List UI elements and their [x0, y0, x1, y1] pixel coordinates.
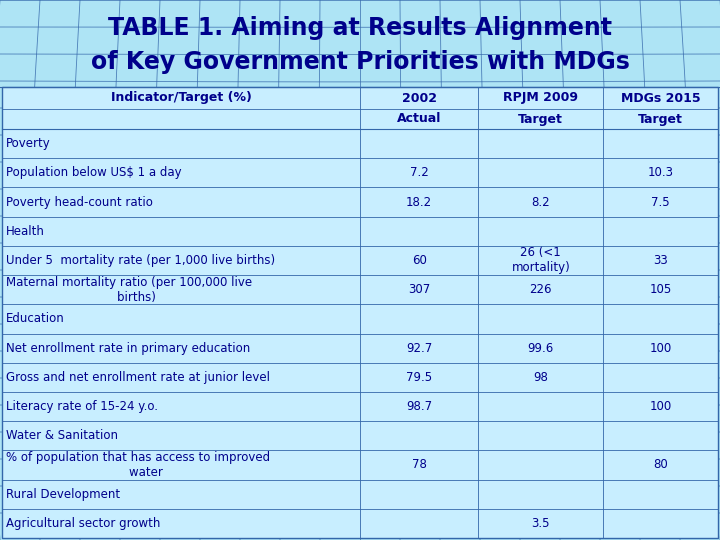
Text: 26 (<1
mortality): 26 (<1 mortality)	[511, 246, 570, 274]
Bar	[2, 509, 718, 538]
Text: TABLE 1. Aiming at Results Alignment: TABLE 1. Aiming at Results Alignment	[108, 16, 612, 40]
Bar	[2, 158, 718, 187]
Text: 8.2: 8.2	[531, 195, 550, 208]
Text: 92.7: 92.7	[406, 342, 432, 355]
Bar	[2, 129, 718, 158]
Text: Gross and net enrollment rate at junior level: Gross and net enrollment rate at junior …	[6, 371, 270, 384]
Bar	[2, 392, 718, 421]
Text: Rural Development: Rural Development	[6, 488, 120, 501]
Text: 307: 307	[408, 283, 430, 296]
Bar	[2, 334, 718, 363]
Text: MDGs 2015: MDGs 2015	[621, 91, 701, 105]
Bar	[2, 87, 718, 129]
Text: Agricultural sector growth: Agricultural sector growth	[6, 517, 161, 530]
Bar	[2, 246, 718, 275]
Text: 18.2: 18.2	[406, 195, 432, 208]
Text: 100: 100	[649, 400, 672, 413]
Text: Literacy rate of 15-24 y.o.: Literacy rate of 15-24 y.o.	[6, 400, 158, 413]
Text: 79.5: 79.5	[406, 371, 432, 384]
Text: Water & Sanitation: Water & Sanitation	[6, 429, 118, 442]
Bar	[2, 87, 718, 538]
Text: 60: 60	[412, 254, 426, 267]
Text: % of population that has access to improved
    water: % of population that has access to impro…	[6, 451, 270, 479]
Text: 7.5: 7.5	[652, 195, 670, 208]
Bar	[2, 421, 718, 450]
Bar	[2, 217, 718, 246]
Bar	[2, 187, 718, 217]
Bar	[2, 304, 718, 334]
Text: 98.7: 98.7	[406, 400, 432, 413]
Bar	[2, 363, 718, 392]
Text: Target: Target	[518, 112, 563, 125]
Text: 80: 80	[653, 458, 668, 471]
Text: Target: Target	[639, 112, 683, 125]
Text: 98: 98	[534, 371, 548, 384]
Text: Maternal mortality ratio (per 100,000 live
    births): Maternal mortality ratio (per 100,000 li…	[6, 276, 252, 303]
Bar	[2, 450, 718, 480]
Text: 2002: 2002	[402, 91, 436, 105]
Text: 226: 226	[529, 283, 552, 296]
Text: 99.6: 99.6	[528, 342, 554, 355]
Text: Poverty head-count ratio: Poverty head-count ratio	[6, 195, 153, 208]
Text: Net enrollment rate in primary education: Net enrollment rate in primary education	[6, 342, 251, 355]
Text: 100: 100	[649, 342, 672, 355]
Text: 78: 78	[412, 458, 426, 471]
Text: Indicator/Target (%): Indicator/Target (%)	[111, 91, 251, 105]
Text: Education: Education	[6, 313, 65, 326]
Text: 33: 33	[653, 254, 668, 267]
Bar	[2, 275, 718, 304]
Text: Population below US$ 1 a day: Population below US$ 1 a day	[6, 166, 181, 179]
Bar	[2, 480, 718, 509]
Text: RPJM 2009: RPJM 2009	[503, 91, 578, 105]
Text: Health: Health	[6, 225, 45, 238]
Text: 3.5: 3.5	[531, 517, 550, 530]
Text: of Key Government Priorities with MDGs: of Key Government Priorities with MDGs	[91, 50, 629, 74]
Text: 10.3: 10.3	[648, 166, 674, 179]
Text: Actual: Actual	[397, 112, 441, 125]
Text: 7.2: 7.2	[410, 166, 428, 179]
Text: Under 5  mortality rate (per 1,000 live births): Under 5 mortality rate (per 1,000 live b…	[6, 254, 275, 267]
Text: 105: 105	[649, 283, 672, 296]
Text: Poverty: Poverty	[6, 137, 50, 150]
